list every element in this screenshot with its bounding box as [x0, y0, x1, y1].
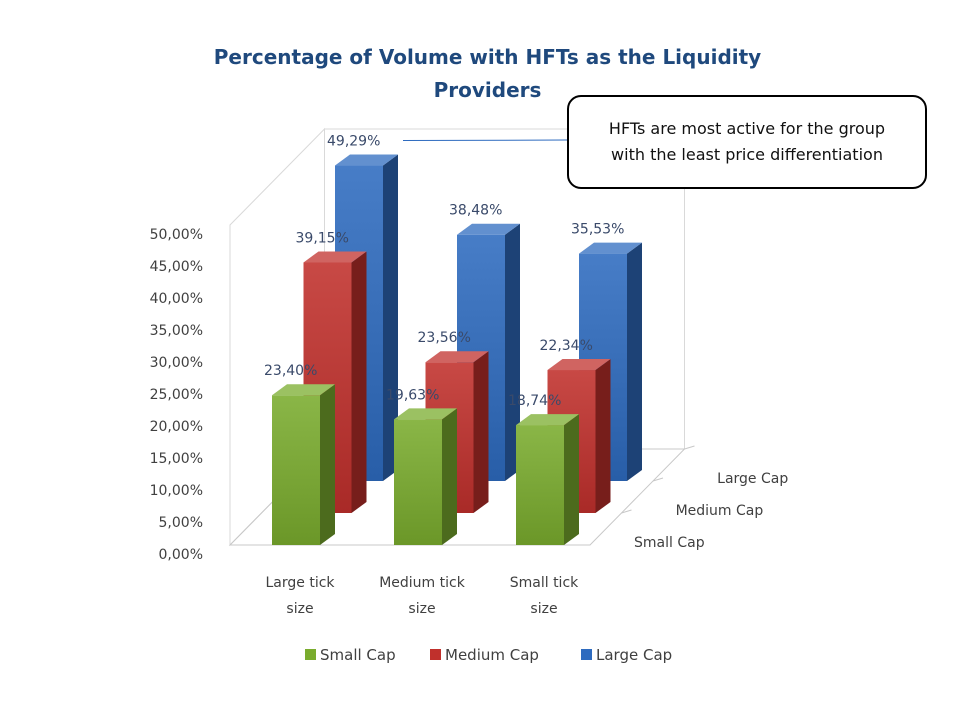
y-axis: 0,00% 5,00% 10,00% 15,00% 20,00% 25,00% 30,00%…	[150, 227, 203, 563]
data-label: 18,74%	[508, 393, 561, 409]
legend-swatch	[305, 649, 316, 660]
bar-top-face	[272, 384, 335, 396]
depth-axis-tick	[621, 509, 632, 514]
x-tick-label: size	[530, 601, 557, 617]
data-label: 19,63%	[386, 387, 439, 403]
x-axis: Large tick size Medium tick size Small tick s…	[265, 575, 579, 617]
depth-axis: Small Cap Medium Cap Large Cap	[634, 471, 788, 551]
depth-tick-label: Small Cap	[634, 535, 705, 551]
bar-top-face	[303, 251, 367, 263]
data-label: 23,56%	[418, 330, 471, 346]
bar-side-face	[442, 408, 457, 545]
depth-tick-label: Medium Cap	[676, 503, 764, 519]
y-tick-label: 0,00%	[159, 547, 203, 563]
bar-side-face	[320, 384, 335, 545]
depth-tick-label: Large Cap	[717, 471, 788, 487]
data-label: 39,15%	[296, 230, 349, 246]
annotation-callout: HFTs are most active for the group with …	[567, 95, 927, 189]
bar-top-face	[579, 242, 642, 254]
y-tick-label: 40,00%	[150, 291, 203, 307]
x-tick-label: size	[286, 601, 313, 617]
bar-side-face	[627, 242, 642, 481]
legend-label: Small Cap	[320, 646, 396, 664]
bars	[272, 154, 642, 545]
y-tick-label: 30,00%	[150, 355, 203, 371]
x-tick-label: Large tick	[265, 575, 335, 591]
y-tick-label: 25,00%	[150, 387, 203, 403]
y-tick-label: 15,00%	[150, 451, 203, 467]
data-label: 49,29%	[327, 134, 380, 150]
depth-axis-tick	[684, 445, 695, 450]
bar-side-face	[595, 359, 611, 513]
legend-item: Large Cap	[581, 646, 672, 664]
chart-title-line-1: Percentage of Volume with HFTs as the Li…	[213, 45, 762, 69]
y-tick-label: 20,00%	[150, 419, 203, 435]
data-label: 35,53%	[571, 222, 624, 238]
bar-side-face	[473, 351, 489, 513]
bar-top-face	[516, 414, 579, 426]
bar-top-face	[547, 359, 611, 371]
data-labels: 49,29% 38,48% 35,53% 39,15% 23,56% 22,34% 23,4…	[264, 134, 624, 410]
x-tick-label: size	[408, 601, 435, 617]
legend-swatch	[581, 649, 592, 660]
bar-side-face	[505, 223, 520, 481]
legend-item: Medium Cap	[430, 646, 539, 664]
legend-label: Large Cap	[596, 646, 672, 664]
bar-top-face	[394, 408, 457, 420]
x-tick-label: Small tick	[510, 575, 579, 591]
chart-title-line-2: Providers	[433, 78, 542, 102]
legend-swatch	[430, 649, 441, 660]
bar-top-face	[457, 223, 520, 235]
bar-front-face	[272, 395, 320, 545]
bar	[516, 414, 579, 545]
data-label: 22,34%	[540, 338, 593, 354]
legend-item: Small Cap	[305, 646, 396, 664]
bar-side-face	[564, 414, 579, 545]
bar-front-face	[394, 419, 442, 545]
data-label: 38,48%	[449, 203, 502, 219]
bar-top-face	[425, 351, 489, 363]
depth-axis-tick	[652, 477, 664, 482]
bar-top-face	[335, 154, 398, 166]
y-tick-label: 45,00%	[150, 259, 203, 275]
series-small-cap	[272, 384, 579, 545]
bar-front-face	[516, 425, 564, 545]
y-tick-label: 5,00%	[159, 515, 203, 531]
data-label: 23,40%	[264, 363, 317, 379]
bar-side-face	[383, 154, 398, 481]
legend: Small Cap Medium Cap Large Cap	[305, 646, 672, 664]
y-tick-label: 10,00%	[150, 483, 203, 499]
bar-side-face	[351, 251, 367, 513]
y-tick-label: 35,00%	[150, 323, 203, 339]
legend-label: Medium Cap	[445, 646, 539, 664]
x-tick-label: Medium tick	[379, 575, 466, 591]
y-tick-label: 50,00%	[150, 227, 203, 243]
callout-connector	[402, 139, 568, 142]
annotation-text: HFTs are most active for the group with …	[608, 119, 886, 164]
bar	[272, 384, 335, 545]
bar	[394, 408, 457, 545]
